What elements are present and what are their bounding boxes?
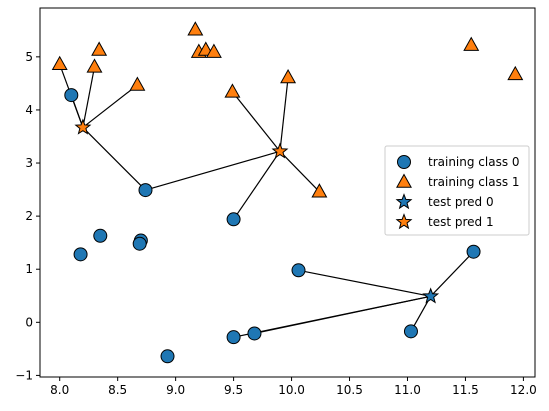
neighbor-line — [279, 150, 320, 193]
neighbor-line — [430, 251, 474, 297]
training-class-1-point — [463, 36, 480, 51]
training-class-0-point — [73, 247, 88, 262]
training-class-0-point — [247, 326, 262, 341]
training-class-1-point — [51, 55, 68, 71]
training-class-1-point — [129, 76, 146, 91]
x-tick-label: 8.0 — [50, 383, 69, 397]
training-class-0-point — [226, 212, 241, 227]
x-tick-label: 11.0 — [394, 383, 421, 397]
neighbor-line — [279, 77, 289, 152]
training-class-1-point — [187, 21, 204, 36]
x-tick-label: 12.0 — [510, 383, 537, 397]
neighbor-line — [82, 127, 146, 191]
training-class-0-point — [64, 88, 79, 103]
neighbor-lines — [59, 64, 474, 338]
neighbor-line — [298, 269, 431, 297]
training-class-0-point — [226, 330, 241, 345]
legend-label: training class 1 — [428, 175, 520, 189]
y-tick-label: 2 — [25, 209, 33, 223]
legend-marker — [396, 173, 412, 188]
neighbor-line — [82, 66, 96, 128]
neighbor-line — [231, 91, 281, 152]
x-tick-label: 10.5 — [336, 383, 363, 397]
y-tick-label: −1 — [15, 368, 33, 382]
y-tick-label: 0 — [25, 315, 33, 329]
x-tick-label: 11.5 — [452, 383, 479, 397]
legend-label: test pred 1 — [428, 215, 494, 229]
y-axis-ticks: −1 0 1 2 3 4 5 — [15, 50, 40, 382]
legend-box — [384, 145, 530, 236]
y-tick-label: 4 — [25, 103, 33, 117]
training-class-1-point — [91, 41, 108, 56]
x-tick-label: 9.0 — [166, 383, 185, 397]
test-pred-1-point — [271, 142, 289, 159]
training-class-0-point — [93, 228, 108, 243]
training-class-1-point — [205, 43, 222, 58]
x-axis-ticks: 8.0 8.5 9.0 9.5 10.0 10.5 11.0 11.5 12.0 — [50, 377, 537, 397]
training-class-1-point — [86, 58, 103, 73]
neighbor-line — [145, 150, 281, 191]
training-class-0-point — [160, 349, 175, 364]
y-tick-label: 3 — [25, 156, 33, 170]
legend-label: training class 0 — [428, 155, 520, 169]
training-class-1-point — [224, 83, 241, 98]
x-tick-label: 9.5 — [224, 383, 243, 397]
legend-marker — [395, 213, 413, 230]
neighbor-line — [233, 151, 281, 220]
y-tick-label: 5 — [25, 50, 33, 64]
test-pred-1-point — [74, 118, 92, 135]
training-class-0-point — [132, 236, 147, 251]
legend-marker — [397, 155, 411, 169]
legend: training class 0 training class 1 test pre… — [384, 145, 530, 236]
legend-label: test pred 0 — [428, 195, 494, 209]
y-tick-label: 1 — [25, 262, 33, 276]
test-pred-0-point — [422, 287, 440, 304]
training-class-0-point — [466, 244, 481, 259]
x-tick-label: 10.0 — [278, 383, 305, 397]
training-class-1-point — [311, 183, 328, 198]
training-class-0-point — [138, 183, 153, 198]
axes-frame — [39, 7, 536, 378]
training-class-0-point — [403, 324, 418, 339]
x-tick-label: 8.5 — [108, 383, 127, 397]
neighbor-line — [82, 84, 138, 128]
training-class-0-point — [291, 263, 306, 278]
neighbor-line — [233, 295, 431, 338]
data-points — [51, 21, 524, 364]
training-class-1-point — [280, 69, 297, 84]
training-class-1-point — [507, 65, 524, 81]
legend-marker — [395, 193, 413, 210]
